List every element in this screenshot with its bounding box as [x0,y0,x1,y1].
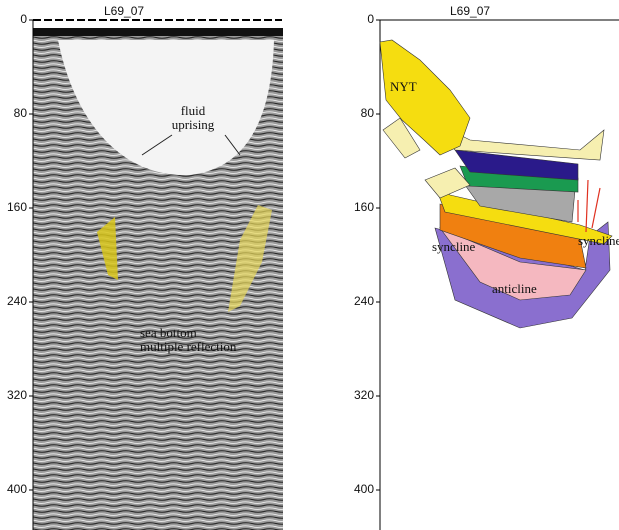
annotation: uprising [172,117,215,132]
seismic-top-band [33,28,283,36]
unit-label: syncline [432,239,476,254]
y-tick-label: 80 [14,106,28,120]
y-tick-label: 160 [354,200,374,214]
y-tick-label: 0 [20,12,27,26]
y-tick-label: 320 [354,388,374,402]
figure: L69_07 fluid uprising sea bottom multipl… [0,0,619,530]
y-tick-label: 160 [7,200,27,214]
fault [586,180,588,232]
annotation: fluid [181,103,206,118]
y-tick-label: 240 [354,294,374,308]
seismic-panel [33,28,283,530]
y-tick-label: 80 [361,106,375,120]
y-tick-label: 400 [354,482,374,496]
y-tick-label: 240 [7,294,27,308]
unit-label: NYT [390,79,417,94]
unit-label: syncline [578,233,619,248]
panel-title: L69_07 [450,4,490,18]
unit-label: anticline [492,281,537,296]
y-tick-label: 0 [367,12,374,26]
y-tick-label: 320 [7,388,27,402]
annotation: multiple reflection [140,339,237,354]
fault [592,188,600,228]
y-tick-label: 400 [7,482,27,496]
panel-title: L69_07 [104,4,144,18]
annotation: sea bottom [140,325,197,340]
